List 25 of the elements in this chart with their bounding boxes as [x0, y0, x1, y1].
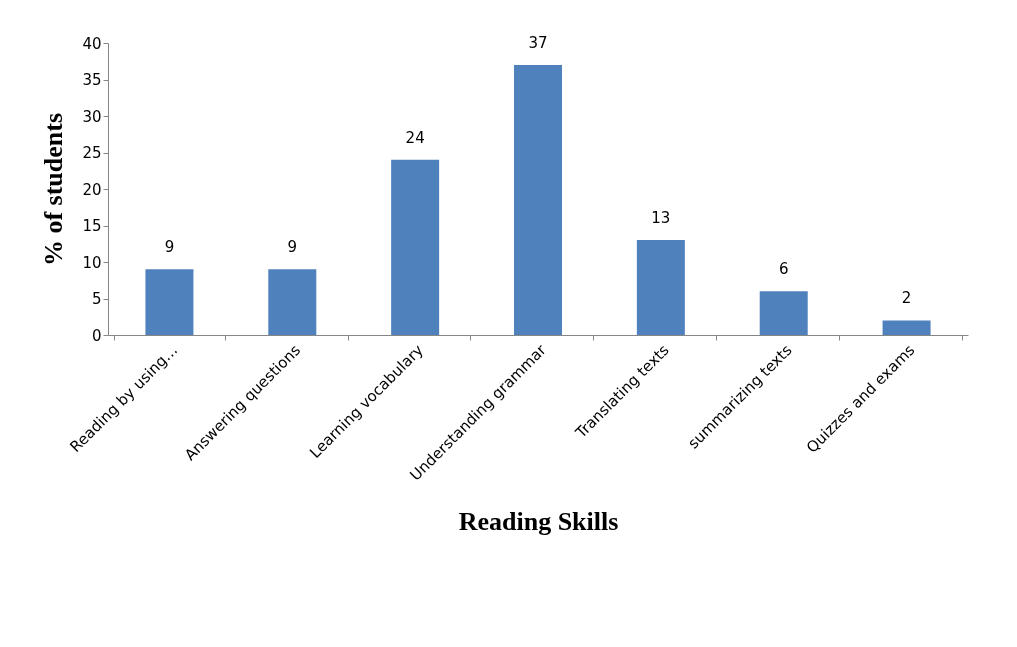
bar — [268, 269, 317, 335]
bar — [514, 64, 562, 335]
bar — [759, 291, 808, 335]
bar — [145, 269, 194, 335]
data-label: 2 — [901, 289, 912, 308]
data-label: 37 — [528, 33, 548, 52]
bar — [391, 159, 440, 335]
x-axis-title: Reading Skills — [458, 506, 619, 536]
data-label: 9 — [287, 238, 298, 257]
y-tick-label: 20 — [82, 180, 102, 199]
y-tick-label: 25 — [82, 144, 102, 162]
data-label: 6 — [778, 260, 789, 279]
data-label: 13 — [651, 209, 671, 228]
y-tick-label: 40 — [82, 34, 102, 53]
y-tick-label: 5 — [91, 290, 102, 308]
y-tick-label: 0 — [91, 326, 102, 345]
y-tick-label: 15 — [82, 217, 102, 235]
y-tick-label: 30 — [82, 107, 102, 126]
y-tick-label: 35 — [82, 71, 102, 89]
y-axis-title: % of students — [39, 112, 69, 267]
bar — [882, 320, 931, 335]
bar — [636, 240, 685, 335]
data-label: 24 — [405, 128, 425, 147]
data-label: 9 — [164, 238, 175, 257]
y-tick-label: 10 — [82, 253, 102, 272]
